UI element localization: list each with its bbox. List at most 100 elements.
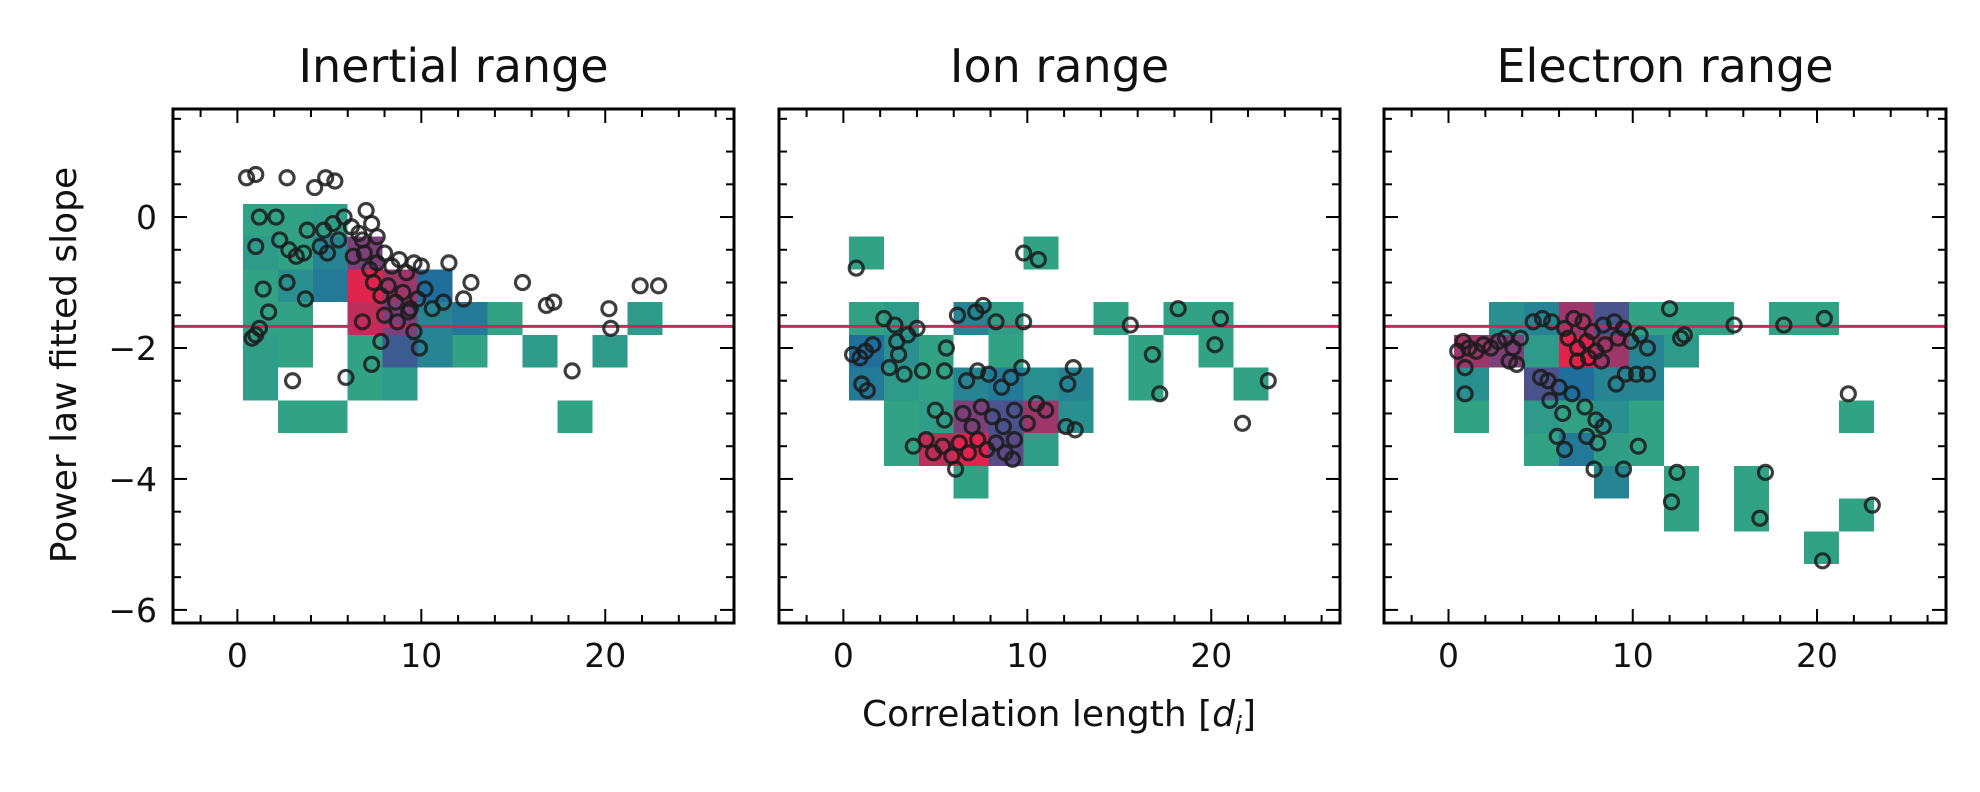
heatmap-cell xyxy=(1128,367,1164,401)
data-point xyxy=(917,431,935,449)
data-point xyxy=(904,437,922,455)
data-point xyxy=(513,273,532,292)
data-point xyxy=(1259,372,1277,390)
data-point xyxy=(1568,352,1587,370)
data-point xyxy=(1456,385,1474,403)
heatmap-cell xyxy=(883,367,919,401)
data-point xyxy=(317,169,335,187)
x-axis-label: Correlation length [di] xyxy=(862,694,1256,740)
data-point xyxy=(1015,313,1033,331)
data-point xyxy=(1594,316,1612,334)
heatmap-cell xyxy=(1839,400,1875,434)
data-point xyxy=(935,411,954,429)
x-tick-label: 10 xyxy=(1612,636,1654,675)
panel-ion-range: Ion range 0 10 20 xyxy=(777,39,1342,675)
data-point xyxy=(318,244,337,262)
heatmap-cell xyxy=(592,334,628,368)
data-point xyxy=(412,257,430,275)
data-point xyxy=(886,316,904,334)
data-point xyxy=(1002,368,1020,387)
heatmap-cell xyxy=(953,465,989,499)
data-point xyxy=(1005,431,1024,449)
data-point xyxy=(247,165,265,184)
data-point xyxy=(935,362,954,380)
data-point xyxy=(1839,385,1857,403)
data-point xyxy=(1206,336,1224,354)
heatmap-cell xyxy=(487,302,523,335)
data-point xyxy=(1813,552,1832,570)
data-point xyxy=(388,313,406,331)
heatmap-cell xyxy=(382,367,418,401)
data-point xyxy=(271,231,289,249)
panel-inertial-range: Inertial range 0 10 20 0 −2 −4 −6 xyxy=(108,39,736,675)
data-point xyxy=(908,319,926,337)
data-point xyxy=(1554,404,1572,423)
data-point xyxy=(631,277,649,295)
data-point xyxy=(959,444,978,462)
data-point xyxy=(1675,326,1693,344)
data-point xyxy=(1576,398,1594,416)
data-point xyxy=(394,283,412,301)
scatter-points xyxy=(843,244,1277,478)
data-point xyxy=(1018,414,1036,432)
heatmap-cell xyxy=(1629,367,1665,401)
heatmap-cell xyxy=(1734,465,1770,499)
data-point xyxy=(1627,365,1646,383)
data-point xyxy=(283,372,302,390)
data-point xyxy=(326,172,344,190)
data-point xyxy=(1596,336,1614,354)
data-point xyxy=(545,293,563,311)
heatmap-cell xyxy=(1734,498,1770,532)
data-point xyxy=(1672,329,1690,347)
heatmap-cell xyxy=(1023,433,1059,466)
data-point xyxy=(1169,300,1187,318)
data-point xyxy=(954,404,972,423)
heatmap-cell xyxy=(1093,302,1129,335)
x-tick-label: 10 xyxy=(400,636,442,675)
data-point xyxy=(1548,427,1566,445)
x-axis-label-subscript: i xyxy=(1235,711,1242,740)
heatmap-cell xyxy=(242,367,278,401)
x-tick-label: 0 xyxy=(1438,636,1459,675)
x-axis-label-end: ] xyxy=(1242,694,1256,735)
y-axis-label: Power law fitted slope xyxy=(44,167,85,563)
data-point xyxy=(1508,355,1526,373)
data-point xyxy=(847,259,865,277)
data-point xyxy=(987,434,1005,452)
data-point xyxy=(1756,463,1775,482)
data-point xyxy=(1057,417,1075,436)
data-point xyxy=(1662,493,1681,511)
scatter-points xyxy=(237,165,668,390)
data-point xyxy=(1661,300,1679,318)
data-point xyxy=(1511,329,1529,347)
data-point xyxy=(440,254,458,272)
data-point xyxy=(895,365,913,383)
heatmap-cell xyxy=(1489,302,1525,335)
data-point xyxy=(974,296,992,315)
data-point xyxy=(296,290,315,308)
data-point xyxy=(1550,378,1568,396)
data-point xyxy=(1059,375,1077,393)
data-point xyxy=(1863,496,1881,514)
data-point xyxy=(399,303,418,321)
x-tick-label: 0 xyxy=(833,636,854,675)
plot-frame xyxy=(777,107,1342,625)
data-point xyxy=(375,306,394,324)
data-point xyxy=(1629,437,1647,455)
data-point xyxy=(278,169,296,187)
data-point xyxy=(1064,359,1082,377)
data-point xyxy=(1143,345,1161,364)
data-point xyxy=(1543,313,1561,331)
data-point xyxy=(600,300,618,318)
data-point xyxy=(298,221,316,239)
data-point xyxy=(250,208,269,226)
data-point xyxy=(237,169,256,187)
data-point xyxy=(649,277,668,295)
heatmap-cell xyxy=(452,302,488,335)
data-point xyxy=(254,280,272,298)
data-point xyxy=(344,247,362,265)
data-point xyxy=(934,437,952,455)
data-point xyxy=(946,460,965,478)
heatmap-cell xyxy=(452,334,488,368)
data-point xyxy=(1037,401,1055,419)
